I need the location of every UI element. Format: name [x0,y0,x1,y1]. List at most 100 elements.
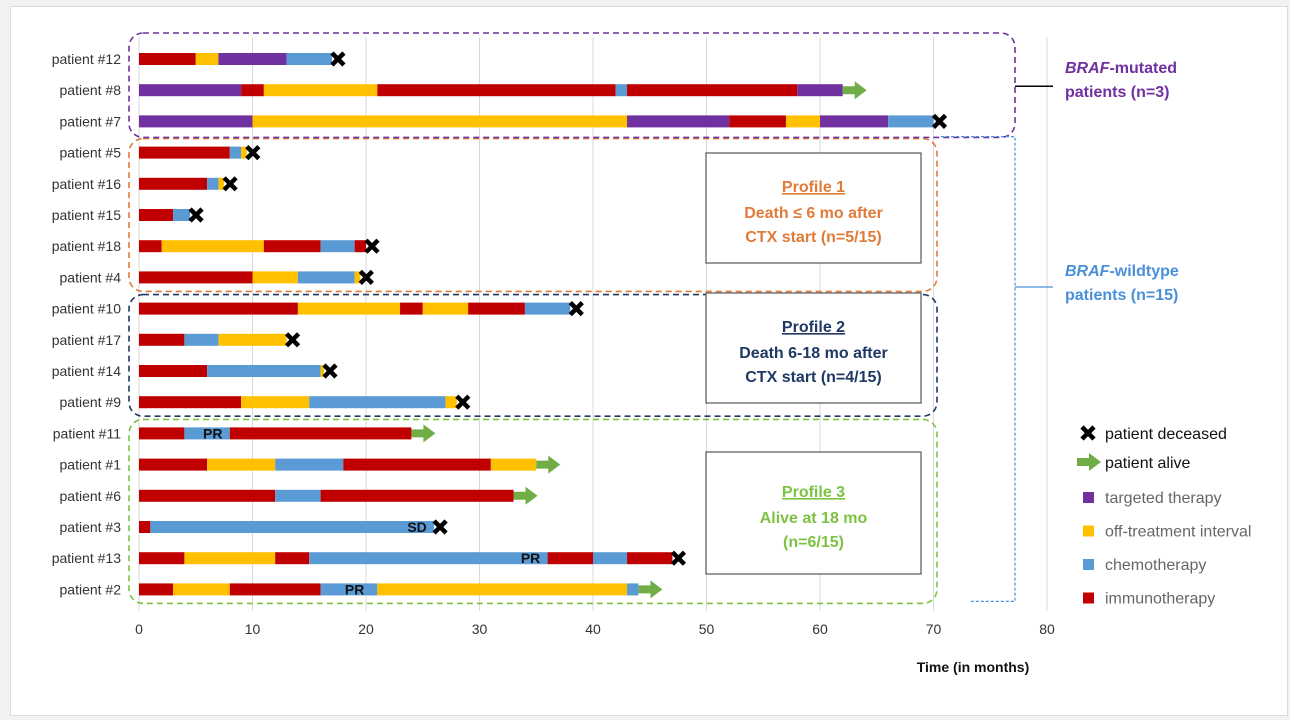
arrow-shape [638,580,663,599]
deceased-marker [358,269,374,285]
bar-segment [161,240,264,253]
bar-segment [241,146,247,159]
response-label: PR [203,425,222,441]
legend-treatment-label: chemotherapy [1105,557,1206,574]
bar-segment [139,302,298,315]
patient-label: patient #16 [52,176,121,192]
bar-segment [184,552,276,565]
bar-segment [263,84,378,97]
bar-segment [547,552,593,565]
cross-stroke [568,301,584,317]
bar-segment [354,271,361,284]
bar-segment [139,365,208,377]
patient-label: patient #9 [60,394,122,410]
patient-label: patient #8 [60,82,122,98]
swimmer-chart: 0 10 20 30 40 50 60 70 80 Time (in months) patient… [52,32,1251,675]
bar-segment [524,302,571,315]
profile-description: Death ≤ 6 mo after [744,205,883,222]
profile-description: CTX start (n=5/15) [745,229,881,246]
deceased-marker [330,51,346,67]
bar-segment [627,583,639,596]
bar-segment [275,458,344,471]
group-label: patients (n=3) [1065,84,1169,101]
bar-segment [229,427,412,440]
deceased-marker [245,145,261,161]
cross-stroke [358,269,374,285]
deceased-marker [222,176,238,192]
arrow-shape [842,81,867,100]
cross-icon [1080,425,1096,441]
bar-segment [241,396,310,409]
profile-title: Profile 2 [782,319,845,336]
patient-label: patient #3 [60,519,122,535]
bar-segment [820,115,889,128]
group-label-gene: BRAF [1065,60,1111,77]
cross-stroke [245,145,261,161]
bar-segment [241,84,264,97]
response-label: PR [521,550,540,566]
bar-segment [139,84,242,97]
bar-segment [593,552,628,565]
bar-segment [173,209,191,221]
bar-segment [320,365,325,377]
cross-stroke [455,394,471,410]
legend-treatment-label: targeted therapy [1105,490,1222,507]
bar-segment [888,115,934,128]
bar-segment [275,552,310,565]
x-tick-label: 70 [926,621,942,637]
cross-stroke [670,550,687,566]
bar-segment [207,177,219,190]
cross-stroke [284,332,301,348]
bar-segment [150,521,435,533]
bar-segment [173,583,230,596]
bar-segment [139,271,253,284]
bar-segment [252,271,298,284]
deceased-marker [455,394,471,410]
bar-segment [207,365,321,377]
wildtype-bracket [941,136,1016,602]
profile-description: Alive at 18 mo [760,510,868,527]
bar-segment [309,396,446,409]
legend-deceased-label: patient deceased [1105,426,1227,443]
profile-description: Death 6-18 mo after [739,345,888,362]
patient-label: patient #13 [52,550,121,566]
bar-segment [263,240,321,253]
cross-stroke [364,238,380,254]
response-label: SD [407,519,426,535]
x-tick-label: 40 [585,621,601,637]
patient-label: patient #18 [52,238,121,254]
cross-stroke [1080,425,1096,441]
alive-marker [638,580,663,599]
bar-segment [615,84,628,97]
arrow-shape [1077,453,1101,471]
bar-segment [797,84,843,97]
patient-label: patient #4 [60,269,122,285]
bar-segment [785,115,820,128]
bar-segment [422,302,469,315]
group-label: BRAF-mutated [1065,60,1177,77]
x-tick-label: 80 [1039,621,1055,637]
group-label-gene: BRAF [1065,263,1111,280]
bar-segment [377,583,628,596]
patient-label: patient #12 [52,51,121,67]
patient-label: patient #10 [52,301,121,317]
cross-stroke [322,363,338,379]
bar-segment [139,146,230,159]
bar-segment [297,302,401,315]
cross-stroke [432,519,448,535]
patient-label: patient #14 [52,363,121,379]
alive-marker [513,486,538,505]
bar-segment [354,240,366,253]
profile-description: (n=6/15) [783,534,844,551]
bar-segment [229,146,242,159]
bar-segment [184,333,219,346]
patient-label: patient #5 [60,145,122,161]
x-tick-label: 30 [472,621,488,637]
bar-segment [286,53,332,65]
deceased-marker [931,113,948,129]
cross-stroke [931,113,948,129]
bar-segment [139,177,208,190]
cross-stroke [330,51,346,67]
bar-segment [139,552,185,565]
cross-stroke [222,176,238,192]
